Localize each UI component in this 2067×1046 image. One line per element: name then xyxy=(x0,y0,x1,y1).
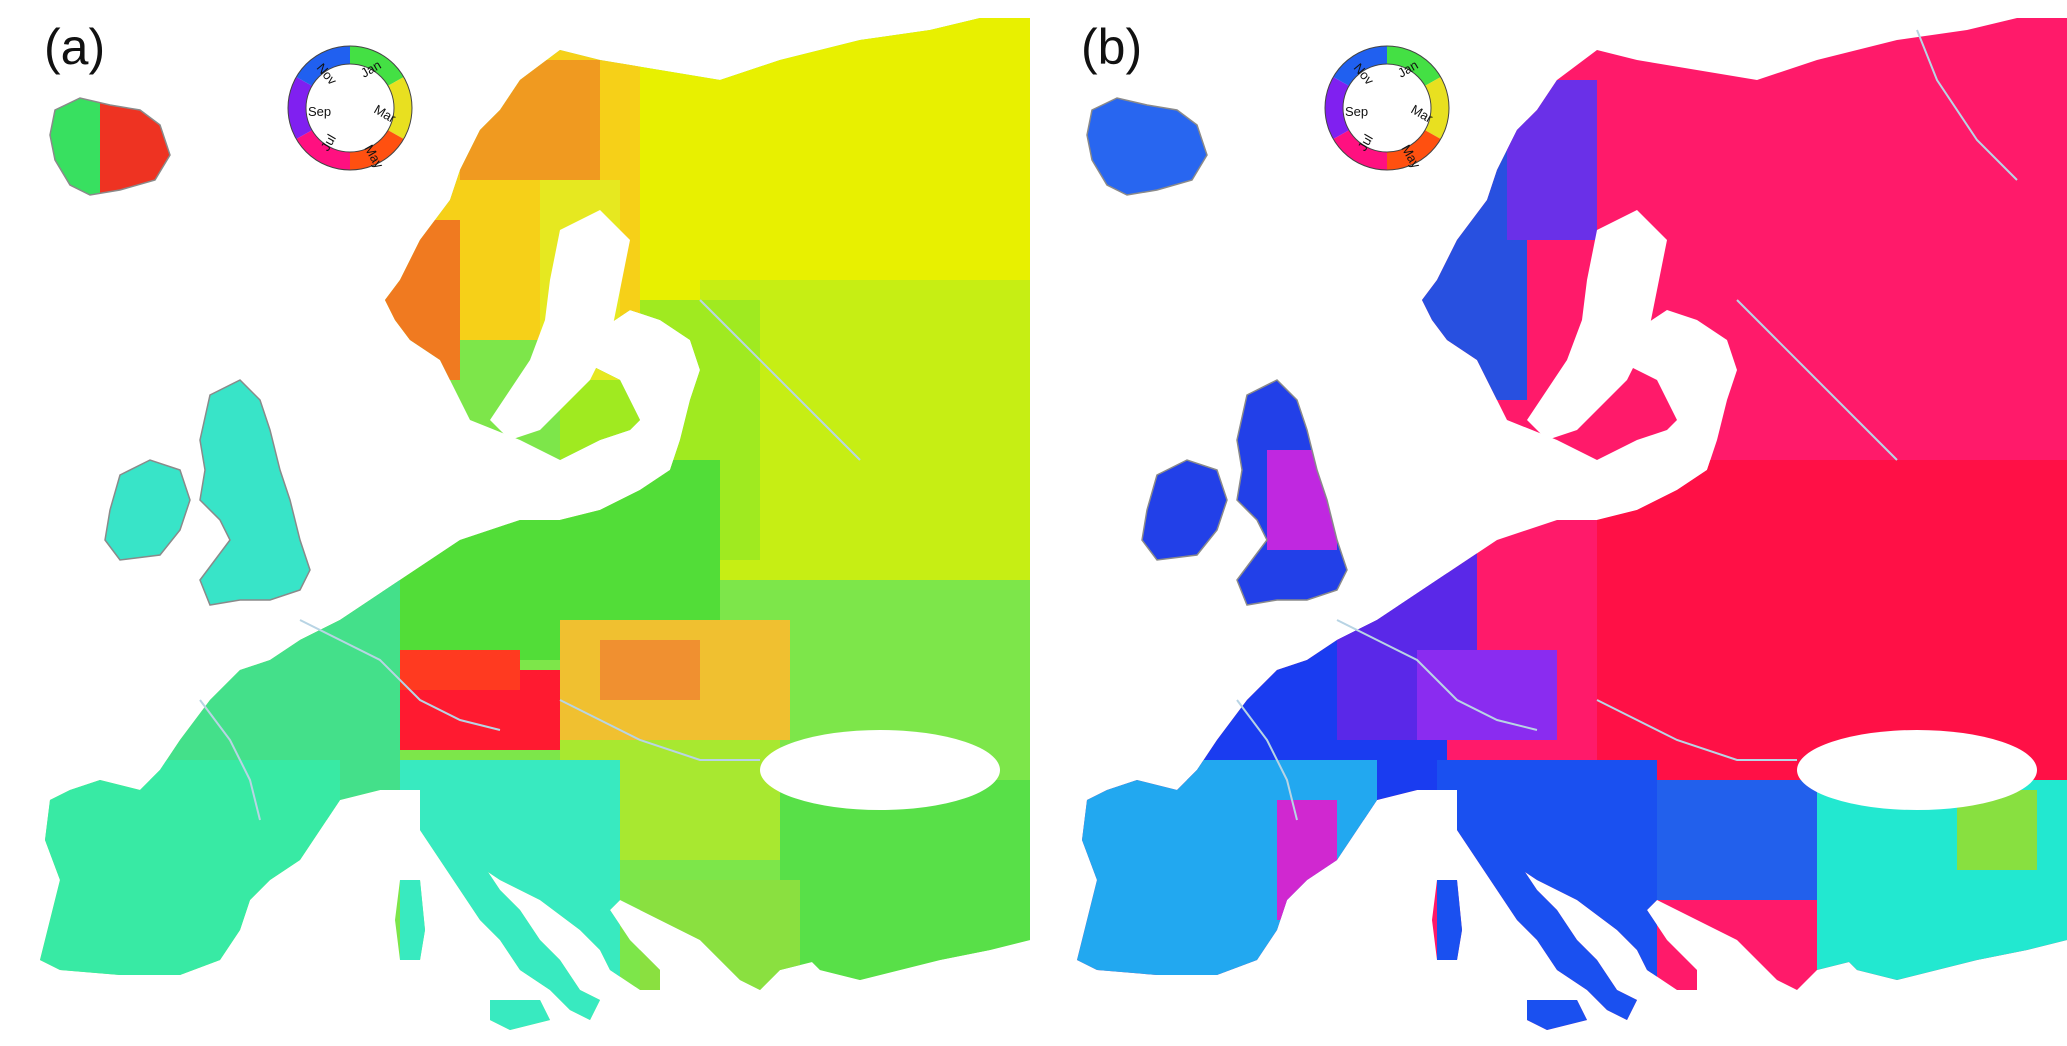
month-label-jul: Jul xyxy=(1355,132,1376,154)
coastlines-b xyxy=(1086,97,1348,606)
europe-map-b xyxy=(1077,18,2067,1030)
rivers-a xyxy=(199,299,861,821)
month-label-sep: Sep xyxy=(308,104,331,119)
month-label-sep: Sep xyxy=(1345,104,1368,119)
black-sea-b xyxy=(1797,730,2037,810)
month-color-wheel-b: Jan Mar May Jul Sep Nov xyxy=(1324,45,1450,171)
color-wheel-ring xyxy=(287,45,413,171)
coastlines-a xyxy=(49,97,311,606)
black-sea-a xyxy=(760,730,1000,810)
baltic-sea-b xyxy=(1527,210,1667,440)
europe-map-a xyxy=(40,18,1030,1030)
rivers-b xyxy=(1236,29,2018,821)
color-wheel-ring xyxy=(1324,45,1450,171)
map-panel-b: (b) Jan Mar May Jul Sep Nov xyxy=(1037,0,2067,1046)
month-color-wheel-a: Jan Mar May Jul Sep Nov xyxy=(287,45,413,171)
panel-label-a: (a) xyxy=(44,19,106,75)
map-panel-a: (a) Jan Mar May Jul Sep Nov xyxy=(0,0,1030,1046)
month-label-jul: Jul xyxy=(318,132,339,154)
baltic-sea-a xyxy=(490,210,630,440)
panel-label-b: (b) xyxy=(1081,19,1143,75)
